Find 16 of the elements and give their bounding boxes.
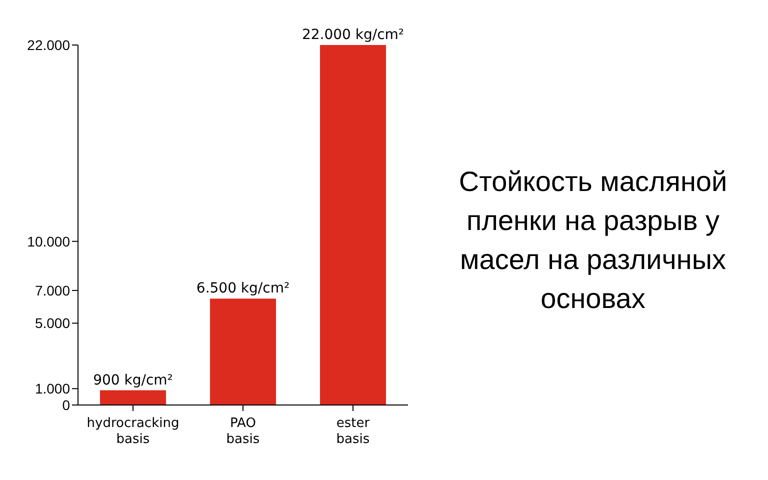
y-tick-label: 7.000 xyxy=(34,282,70,298)
y-tick-label: 10.000 xyxy=(27,233,70,250)
x-tick-label: ester basis xyxy=(336,416,370,447)
y-tick-label: 5.000 xyxy=(34,315,70,332)
x-tick-label: hydrocracking basis xyxy=(86,416,180,447)
y-tick-label: 22.000 xyxy=(27,36,70,53)
data-label: 900 kg/cm² xyxy=(93,372,173,388)
x-tick-label: PAO basis xyxy=(226,416,260,447)
data-label: 6.500 kg/cm² xyxy=(196,280,290,297)
bar xyxy=(320,45,386,405)
bar xyxy=(210,298,276,405)
y-tick-label: 1.000 xyxy=(34,380,70,397)
data-label: 22.000 kg/cm² xyxy=(302,27,404,43)
text: Стойкость масляной пленки на разрыв у масел на различных основах xyxy=(458,164,728,316)
bar xyxy=(100,390,166,405)
y-tick-label: 0 xyxy=(62,396,70,413)
